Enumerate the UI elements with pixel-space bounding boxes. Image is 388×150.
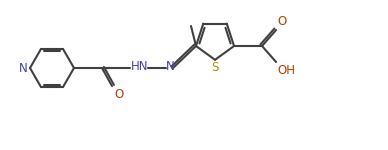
Text: HN: HN	[131, 60, 149, 74]
Text: OH: OH	[277, 64, 295, 77]
Text: N: N	[19, 61, 28, 75]
Text: N: N	[166, 60, 175, 74]
Text: O: O	[277, 15, 286, 28]
Text: O: O	[114, 88, 123, 101]
Text: S: S	[211, 61, 219, 74]
